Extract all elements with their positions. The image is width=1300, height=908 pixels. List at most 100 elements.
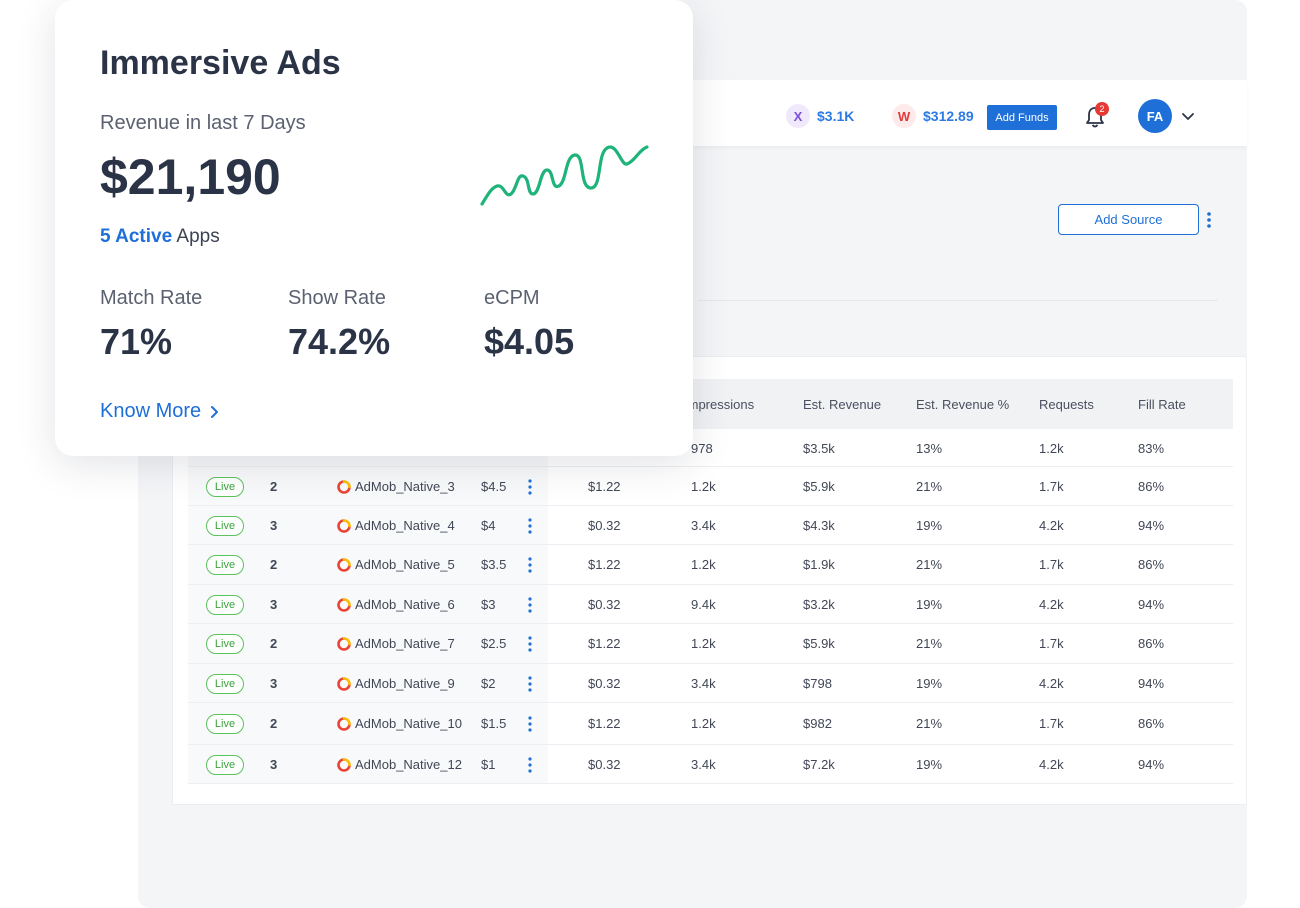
row-more-options-icon[interactable] [527, 715, 533, 733]
match-rate-value: 71% [100, 321, 173, 362]
cell-fill-rate: 94% [1138, 597, 1165, 612]
wallet-x-balance[interactable]: X $3.1K [786, 104, 854, 128]
row-more-options-icon[interactable] [527, 675, 533, 693]
sparkline-path [480, 145, 649, 206]
row-more-options-icon[interactable] [527, 478, 533, 496]
show-rate-value: 74.2% [288, 321, 391, 362]
cell-floor: $3 [481, 597, 496, 612]
table-row[interactable]: Live 3 AdMob_Native_9 $2 $0.32 3.4k $798 19% 4.2… [188, 664, 1233, 703]
cell-est-revenue: $798 [803, 676, 832, 691]
cell-fill-rate: 83% [1138, 441, 1165, 456]
cell-floor: $1.5 [481, 716, 507, 731]
cell-est-revenue: $7.2k [803, 757, 835, 772]
cell-fill-rate: 86% [1138, 716, 1165, 731]
status-badge: Live [206, 555, 244, 575]
more-options-icon[interactable] [1204, 210, 1214, 230]
admob-icon [337, 558, 351, 572]
cell-requests: 4.2k [1039, 676, 1064, 691]
cell-impressions: 3.4k [691, 518, 716, 533]
wallet-w-amount: $312.89 [923, 108, 974, 124]
avatar[interactable]: FA [1138, 99, 1172, 133]
row-more-options-icon[interactable] [527, 556, 533, 574]
cell-requests: 4.2k [1039, 757, 1064, 772]
row-more-options-icon[interactable] [527, 596, 533, 614]
table-row[interactable]: Live 2 AdMob_Native_10 $1.5 $1.22 1.2k $982 21%… [188, 703, 1233, 745]
revenue-sparkline [480, 145, 649, 206]
header-fill-rate[interactable]: Fill Rate [1138, 397, 1186, 412]
add-source-button[interactable]: Add Source [1058, 204, 1199, 235]
cell-est-revenue-pct: 19% [916, 518, 943, 533]
cell-est-revenue-pct: 19% [916, 757, 943, 772]
table-row[interactable]: Live 3 AdMob_Native_4 $4 $0.32 3.4k $4.3k 19% 4.… [188, 506, 1233, 545]
header-requests[interactable]: Requests [1039, 397, 1094, 412]
cell-priority: 3 [270, 597, 278, 612]
cell-est-revenue: $4.3k [803, 518, 835, 533]
status-badge: Live [206, 755, 244, 775]
cell-est-revenue: $5.9k [803, 636, 835, 651]
cell-ad-source-name: AdMob_Native_6 [355, 597, 455, 612]
admob-icon [337, 677, 351, 691]
table-row[interactable]: Live 2 AdMob_Native_7 $2.5 $1.22 1.2k $5.9k 21%… [188, 624, 1233, 664]
table-row[interactable]: Live 2 AdMob_Native_3 $4.5 $1.22 1.2k $5.9k 21%… [188, 467, 1233, 506]
cell-ad-source-name: AdMob_Native_3 [355, 479, 455, 494]
cell-est-revenue: $1.9k [803, 557, 835, 572]
cell-impressions: 1.2k [691, 557, 716, 572]
row-more-options-icon[interactable] [527, 756, 533, 774]
row-more-options-icon[interactable] [527, 635, 533, 653]
status-badge: Live [206, 714, 244, 734]
cell-est-revenue-pct: 21% [916, 479, 943, 494]
cell-est-revenue: $5.9k [803, 479, 835, 494]
cell-ecpm: $1.22 [588, 557, 621, 572]
header-est-revenue[interactable]: Est. Revenue [803, 397, 882, 412]
table-row[interactable]: Live 2 AdMob_Native_5 $3.5 $1.22 1.2k $1.9k 21%… [188, 545, 1233, 585]
notification-badge: 2 [1095, 102, 1109, 116]
cell-impressions: 3.4k [691, 676, 716, 691]
cell-est-revenue-pct: 19% [916, 676, 943, 691]
cell-requests: 1.7k [1039, 479, 1064, 494]
ecpm-label: eCPM [484, 287, 540, 309]
chevron-right-icon [211, 405, 219, 418]
status-badge: Live [206, 516, 244, 536]
cell-floor: $4.5 [481, 479, 507, 494]
cell-floor: $2 [481, 676, 496, 691]
chevron-down-icon[interactable] [1180, 108, 1196, 124]
cell-ad-source-name: AdMob_Native_7 [355, 636, 455, 651]
cell-ecpm: $0.32 [588, 518, 621, 533]
add-funds-button[interactable]: Add Funds [987, 105, 1057, 130]
cell-priority: 2 [270, 636, 278, 651]
revenue-value: $21,190 [100, 149, 281, 205]
cell-impressions: 9.4k [691, 597, 716, 612]
wallet-w-balance[interactable]: W $312.89 [892, 104, 974, 128]
cell-ecpm: $0.32 [588, 757, 621, 772]
row-more-options-icon[interactable] [527, 517, 533, 535]
table-row[interactable]: Live 3 AdMob_Native_6 $3 $0.32 9.4k $3.2k 19% 4.… [188, 585, 1233, 624]
cell-floor: $3.5 [481, 557, 507, 572]
cell-est-revenue-pct: 21% [916, 557, 943, 572]
cell-est-revenue-pct: 19% [916, 597, 943, 612]
w-wallet-icon: W [892, 104, 916, 128]
cell-priority: 3 [270, 757, 278, 772]
cell-ad-source-name: AdMob_Native_5 [355, 557, 455, 572]
cell-requests: 1.7k [1039, 557, 1064, 572]
divider [698, 300, 1218, 301]
header-impressions[interactable]: Impressions [684, 397, 755, 412]
table-row[interactable]: Live 3 AdMob_Native_12 $1 $0.32 3.4k $7.2k 19% 4… [188, 745, 1233, 784]
cell-requests: 4.2k [1039, 597, 1064, 612]
status-badge: Live [206, 634, 244, 654]
active-count: 5 Active [100, 226, 173, 247]
cell-requests: 1.2k [1039, 441, 1064, 456]
know-more-link[interactable]: Know More [100, 400, 221, 423]
admob-icon [337, 637, 351, 651]
header-est-revenue-pct[interactable]: Est. Revenue % [916, 397, 1010, 412]
cell-est-revenue-pct: 21% [916, 716, 943, 731]
cell-est-revenue: $3.5k [803, 441, 835, 456]
cell-ecpm: $1.22 [588, 636, 621, 651]
cell-ad-source-name: AdMob_Native_4 [355, 518, 455, 533]
cell-ad-source-name: AdMob_Native_10 [355, 716, 462, 731]
cell-requests: 1.7k [1039, 636, 1064, 651]
cell-fill-rate: 94% [1138, 757, 1165, 772]
cell-fill-rate: 94% [1138, 518, 1165, 533]
cell-fill-rate: 86% [1138, 479, 1165, 494]
cell-ecpm: $1.22 [588, 479, 621, 494]
